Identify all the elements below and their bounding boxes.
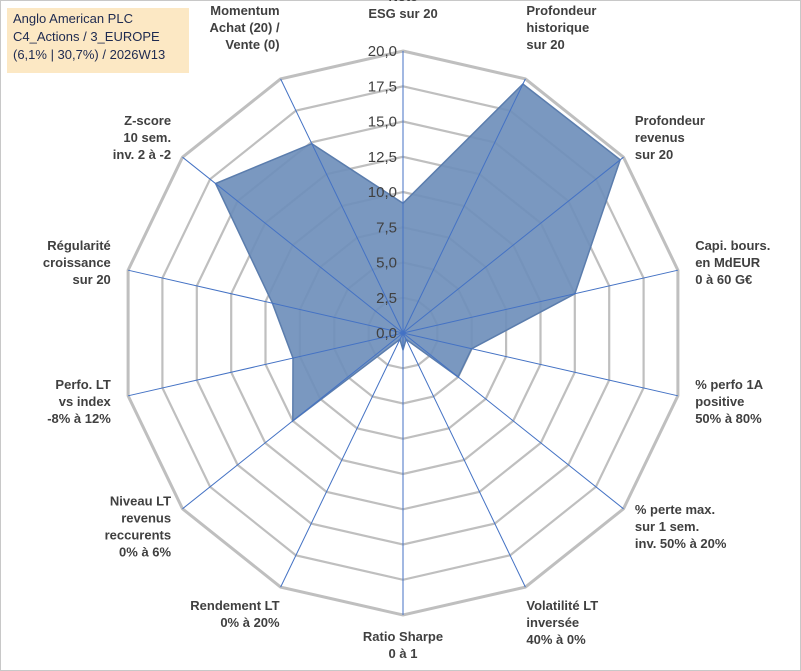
axis-label: Niveau LT revenus reccurents 0% à 6%: [105, 494, 172, 560]
axis-spoke: [402, 332, 679, 397]
axis-label-line: 0% à 6%: [119, 545, 171, 560]
title-line-3: (6,1% | 30,7%) / 2026W13: [13, 47, 166, 62]
axis-label: Z-score 10 sem. inv. 2 à -2: [113, 113, 171, 162]
axis-label-line: Ratio Sharpe: [363, 629, 443, 644]
tick-label: 2,5: [376, 290, 397, 307]
axis-label-line: Achat (20) /: [210, 20, 280, 35]
axis-label-line: 0 à 1: [389, 646, 418, 661]
axis-label-line: reccurents: [105, 528, 171, 543]
axis-label: Volatilité LT inversée 40% à 0%: [526, 598, 598, 647]
radar-axis-labels: Note ESG sur 20 Profondeur historique sur 20…: [43, 0, 770, 661]
axis-label-line: en MdEUR: [695, 255, 761, 270]
axis-label-line: Z-score: [124, 113, 171, 128]
tick-label: 17,5: [368, 78, 397, 95]
axis-spoke: [402, 269, 679, 334]
axis-spoke: [280, 78, 404, 334]
tick-label: 0,0: [376, 325, 397, 342]
axis-label-line: Capi. bours.: [695, 238, 770, 253]
tick-label: 20,0: [368, 43, 397, 60]
axis-label-line: 40% à 0%: [526, 632, 586, 647]
tick-label: 5,0: [376, 255, 397, 272]
axis-label-line: 0% à 20%: [220, 615, 280, 630]
axis-label: Perfo. LT vs index -8% à 12%: [47, 377, 111, 426]
axis-label: Ratio Sharpe 0 à 1: [363, 629, 443, 661]
axis-label-line: sur 20: [635, 147, 673, 162]
tick-label: 7,5: [376, 219, 397, 236]
axis-label-line: sur 20: [72, 272, 110, 287]
axis-label: Capi. bours. en MdEUR 0 à 60 G€: [695, 238, 770, 287]
axis-label-line: Momentum: [210, 3, 279, 18]
radar-spokes: [127, 51, 679, 615]
axis-label-line: Volatilité LT: [526, 598, 598, 613]
axis-label-line: -8% à 12%: [47, 411, 111, 426]
axis-label-line: vs index: [59, 394, 112, 409]
axis-label-line: Régularité: [47, 238, 111, 253]
axis-label-line: % perte max.: [635, 502, 715, 517]
axis-label-line: inversée: [526, 615, 579, 630]
axis-spoke: [182, 156, 404, 334]
axis-spoke: [182, 332, 404, 510]
title-line-2: C4_Actions / 3_EUROPE: [13, 29, 160, 44]
axis-label-line: ESG sur 20: [368, 6, 437, 21]
axis-label-line: Rendement LT: [190, 598, 279, 613]
axis-spoke: [402, 156, 624, 334]
axis-spoke: [280, 332, 404, 588]
axis-label-line: sur 20: [526, 37, 564, 52]
axis-label-line: revenus: [121, 511, 171, 526]
axis-label: Momentum Achat (20) / Vente (0): [210, 3, 280, 52]
axis-label-line: inv. 50% à 20%: [635, 536, 727, 551]
axis-label-line: positive: [695, 394, 744, 409]
axis-label: Note ESG sur 20: [368, 0, 437, 21]
axis-label-line: 50% à 80%: [695, 411, 762, 426]
axis-label-line: % perfo 1A: [695, 377, 764, 392]
radar-ticks: 0,0 2,5 5,0 7,5 10,0 12,5 15,0 17,5 20,0: [368, 43, 397, 342]
axis-label: % perte max. sur 1 sem. inv. 50% à 20%: [635, 502, 727, 551]
axis-label-line: Perfo. LT: [55, 377, 110, 392]
axis-label-line: Profondeur: [635, 113, 705, 128]
axis-label: Régularité croissance sur 20: [43, 238, 111, 287]
axis-label-line: Niveau LT: [110, 494, 171, 509]
axis-label-line: historique: [526, 20, 589, 35]
tick-label: 15,0: [368, 114, 397, 131]
axis-spoke: [127, 269, 404, 334]
radar-series: [214, 83, 622, 423]
axis-label-line: inv. 2 à -2: [113, 147, 171, 162]
axis-label-line: Profondeur: [526, 3, 596, 18]
axis-spoke: [402, 78, 526, 334]
axis-spoke: [402, 332, 526, 588]
axis-label: Profondeur revenus sur 20: [635, 113, 705, 162]
axis-label: Profondeur historique sur 20: [526, 3, 596, 52]
axis-label: Rendement LT 0% à 20%: [190, 598, 280, 630]
axis-spoke: [127, 332, 404, 397]
series-area: [214, 83, 622, 423]
axis-label-line: Note: [389, 0, 418, 4]
tick-label: 12,5: [368, 149, 397, 166]
axis-label-line: revenus: [635, 130, 685, 145]
title-line-1: Anglo American PLC: [13, 11, 133, 26]
axis-label-line: Vente (0): [225, 37, 279, 52]
axis-label: % perfo 1A positive 50% à 80%: [695, 377, 764, 426]
axis-label-line: croissance: [43, 255, 111, 270]
axis-spoke: [402, 332, 624, 510]
axis-label-line: sur 1 sem.: [635, 519, 699, 534]
chart-title-box: Anglo American PLC C4_Actions / 3_EUROPE…: [7, 8, 189, 73]
axis-label-line: 0 à 60 G€: [695, 272, 752, 287]
axis-label-line: 10 sem.: [123, 130, 171, 145]
tick-label: 10,0: [368, 184, 397, 201]
